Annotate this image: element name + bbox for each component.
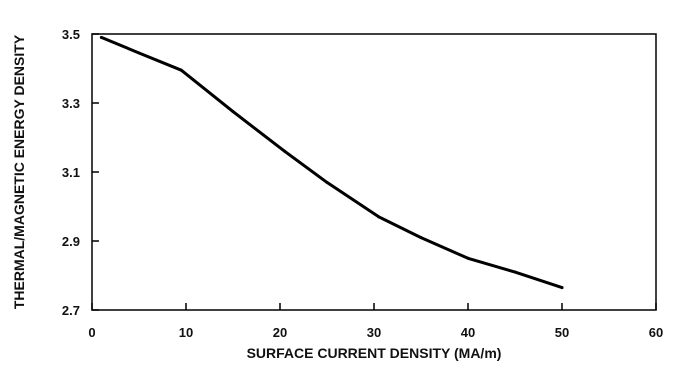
data-point	[179, 68, 183, 72]
y-axis-title: THERMAL/MAGNETIC ENERGY DENSITY	[11, 34, 27, 309]
y-tick-label: 2.9	[62, 234, 80, 249]
plot-area-frame	[91, 33, 657, 311]
data-point	[560, 286, 564, 290]
x-tick-label: 30	[367, 325, 381, 340]
data-point	[377, 215, 381, 219]
x-axis-title: SURFACE CURRENT DENSITY (MA/m)	[247, 345, 502, 361]
axis-ticks	[91, 33, 657, 311]
x-tick-label: 10	[179, 325, 193, 340]
data-point	[137, 51, 141, 55]
x-tick-label: 50	[555, 325, 569, 340]
data-point	[513, 270, 517, 274]
tick-labels: 0 10 20 30 40 50 60 2.7 2.9 3.1 3.3 3.5	[62, 27, 663, 340]
data-points	[99, 35, 564, 290]
data-point	[99, 35, 103, 39]
y-tick-label: 3.5	[62, 27, 80, 42]
x-tick-label: 60	[649, 325, 663, 340]
data-point	[419, 236, 423, 240]
data-point	[283, 149, 287, 153]
y-tick-label: 3.3	[62, 96, 80, 111]
series-line	[99, 35, 564, 290]
data-point	[466, 256, 470, 260]
x-tick-label: 40	[461, 325, 475, 340]
x-tick-label: 20	[273, 325, 287, 340]
data-point	[325, 180, 329, 184]
y-tick-label: 3.1	[62, 165, 80, 180]
data-point	[231, 110, 235, 114]
y-tick-label: 2.7	[62, 303, 80, 318]
x-tick-label: 0	[88, 325, 95, 340]
